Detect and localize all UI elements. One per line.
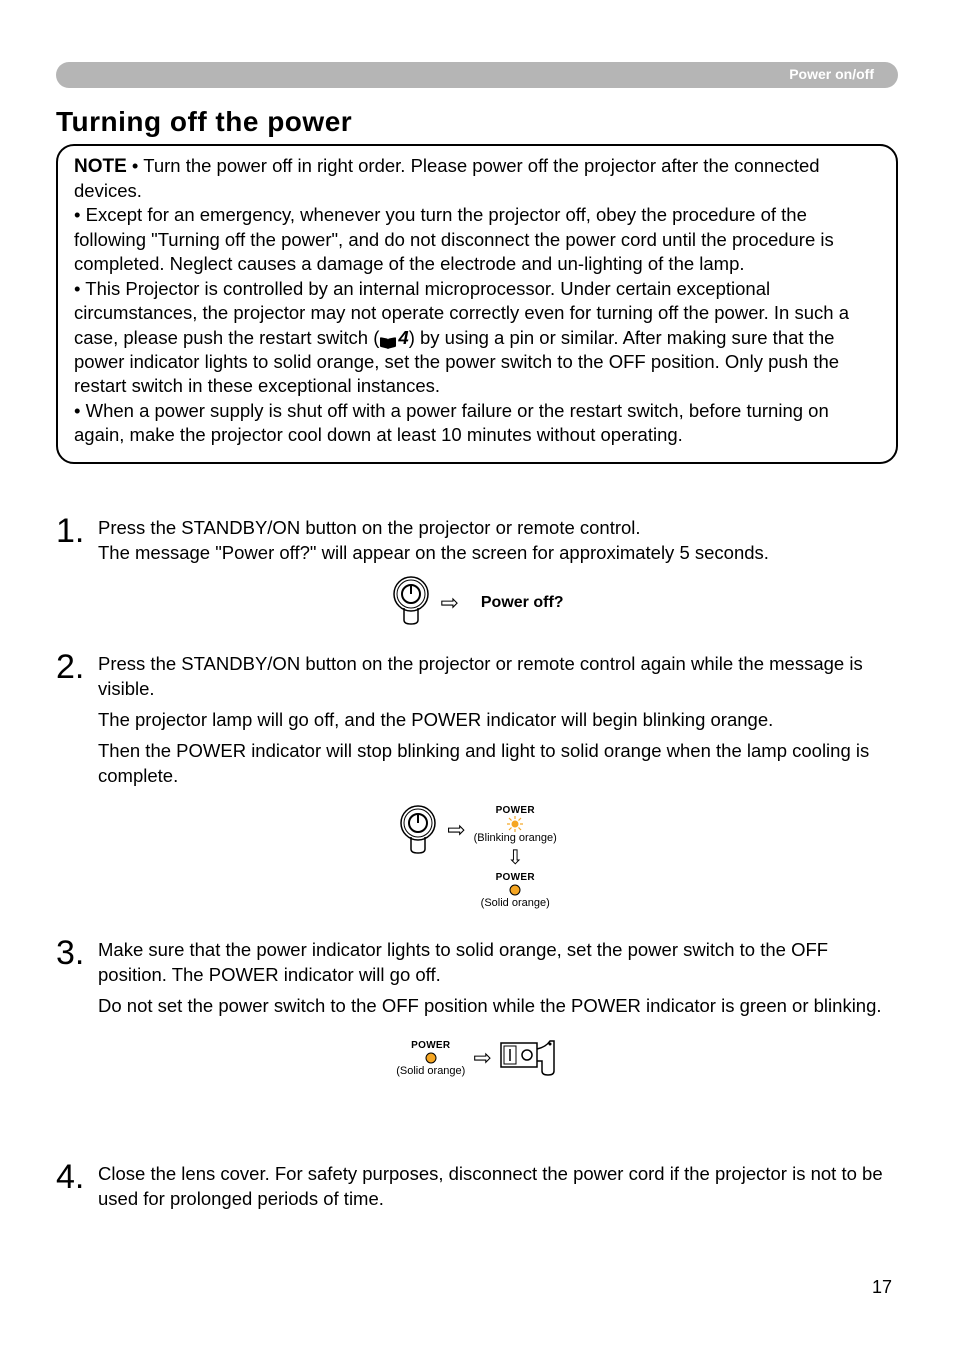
step-number: 3. [56,936,98,970]
step-body: Close the lens cover. For safety purpose… [98,1160,898,1212]
step-body: Press the STANDBY/ON button on the proje… [98,514,898,566]
step-4: 4. Close the lens cover. For safety purp… [56,1160,898,1220]
power-switch-icon [500,1035,558,1082]
header-section-label: Power on/off [789,66,874,82]
step-body: Make sure that the power indicator light… [98,936,898,1025]
solid-indicator: POWER (Solid orange) [396,1040,465,1077]
step-body: Press the STANDBY/ON button on the proje… [98,650,898,795]
power-label: POWER [411,1040,450,1051]
step-number: 2. [56,650,98,684]
step-text: Close the lens cover. For safety purpose… [98,1163,883,1209]
step-text-p2: Do not set the power switch to the OFF p… [98,994,898,1019]
note-bullet-4: • When a power supply is shut off with a… [74,400,829,445]
power-label: POWER [496,805,535,816]
power-label: POWER [496,872,535,883]
step-text: Press the STANDBY/ON button on the proje… [98,517,769,563]
blinking-indicator: POWER (Blinking orange) [474,805,557,844]
solid-indicator: POWER (Solid orange) [481,872,550,909]
book-icon [379,332,397,345]
blinking-orange-icon [506,816,524,832]
arrow-right-icon [432,590,466,616]
step-2-illustration: POWER (Blinking orange) ⇩ POWER [56,805,898,909]
standby-button-icon [397,805,439,860]
note-label: NOTE [74,156,127,177]
step-1: 1. Press the STANDBY/ON button on the pr… [56,514,898,649]
solid-orange-icon [508,883,522,897]
step-3-illustration: POWER (Solid orange) [56,1035,898,1082]
step-3: 3. Make sure that the power indicator li… [56,936,898,1100]
standby-button-icon [390,576,432,631]
solid-caption: (Solid orange) [481,897,550,909]
note-box: NOTE • Turn the power off in right order… [56,144,898,464]
step-number: 1. [56,514,98,548]
note-bullet-1: • Turn the power off in right order. Ple… [74,155,820,201]
power-off-label: Power off? [481,594,564,612]
step-1-illustration: Power off? [56,576,898,631]
step-text-p1: Make sure that the power indicator light… [98,938,898,988]
note-page-ref: 4 [398,327,408,348]
page-number: 17 [872,1277,892,1298]
arrow-right-icon [465,1045,499,1071]
solid-orange-icon [424,1051,438,1065]
step-number: 4. [56,1160,98,1194]
note-bullet-2: • Except for an emergency, whenever you … [74,204,834,274]
step-text-p1: Press the STANDBY/ON button on the proje… [98,652,898,702]
step-2: 2. Press the STANDBY/ON button on the pr… [56,650,898,927]
step-text-p3: Then the POWER indicator will stop blink… [98,739,898,789]
step-text-p2: The projector lamp will go off, and the … [98,708,898,733]
blinking-caption: (Blinking orange) [474,832,557,844]
section-title: Turning off the power [56,106,352,138]
arrow-right-icon [439,817,473,843]
arrow-down-icon: ⇩ [507,848,524,868]
header-bar: Power on/off [56,62,898,88]
solid-caption: (Solid orange) [396,1065,465,1077]
